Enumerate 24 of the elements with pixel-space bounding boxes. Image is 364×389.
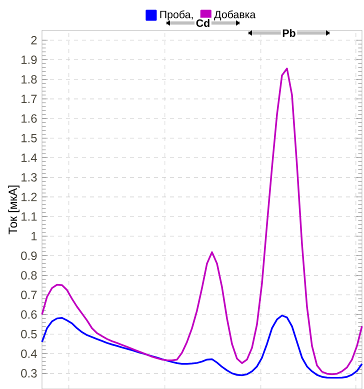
legend-label: Проба, — [160, 10, 193, 20]
y-tick-label: 1.2 — [22, 192, 37, 202]
y-axis-title: Ток [мкА] — [8, 186, 20, 234]
y-tick-label: 1.3 — [22, 173, 37, 182]
y-tick-label: 1.1 — [22, 212, 37, 221]
y-tick-label: 1.4 — [22, 154, 37, 162]
y-tick-label: 1 — [32, 232, 37, 240]
y-tick-label: 1.5 — [22, 134, 37, 142]
y-tick-label: 0.4 — [21, 349, 37, 358]
y-tick-label: 0.6 — [21, 310, 37, 319]
y-tick-label: 0.5 — [21, 330, 37, 338]
y-tick-label: 0.8 — [21, 271, 37, 280]
y-tick-label: 0.3 — [21, 369, 37, 378]
legend-label: Добавка — [214, 10, 256, 20]
y-tick-label: 1.7 — [22, 94, 37, 104]
text: Cd — [196, 19, 210, 27]
annotation: Pb — [282, 29, 296, 37]
y-tick-label: 1.9 — [22, 55, 37, 64]
line-series — [41, 68, 363, 376]
y-tick-label: 0.9 — [21, 251, 37, 260]
y-tick-label: 1.6 — [22, 114, 37, 123]
y-tick-label: 1.8 — [22, 75, 37, 84]
y-tick-label: 2 — [31, 36, 37, 44]
y-tick-label: 0.7 — [21, 290, 37, 300]
